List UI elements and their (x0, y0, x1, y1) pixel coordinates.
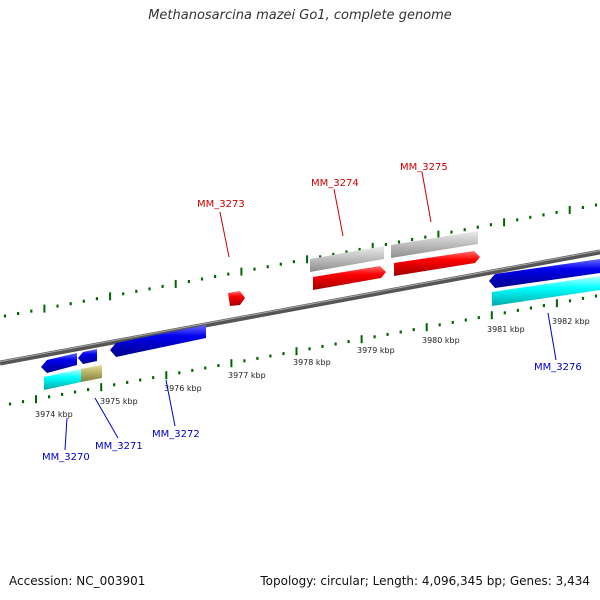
gene-mm-3270[interactable] (41, 353, 77, 373)
scale-label-3978: 3978 kbp (293, 358, 331, 367)
gene-mm-3273[interactable] (228, 291, 245, 306)
scale-label-3975: 3975 kbp (100, 397, 138, 406)
label-mm-3274[interactable]: MM_3274 (311, 178, 359, 189)
leader-mm-3274 (333, 188, 344, 237)
gene-mm-3275[interactable] (394, 251, 480, 276)
label-mm-3272[interactable]: MM_3272 (152, 429, 200, 440)
gene-mm-3274[interactable] (313, 266, 386, 290)
scale-label-3979: 3979 kbp (357, 346, 395, 355)
leader-mm-3273 (219, 211, 230, 258)
gene-mm-3271[interactable] (78, 349, 97, 364)
leader-mm-3271 (94, 397, 119, 439)
genome-summary-text: Topology: circular; Length: 4,096,345 bp… (260, 574, 590, 588)
scale-label-3981: 3981 kbp (487, 325, 525, 334)
leader-mm-3272 (165, 379, 176, 427)
leader-lines (64, 171, 557, 451)
gene-mm-3276[interactable] (489, 259, 600, 288)
gene-labels: MM_3273 MM_3274 MM_3275 MM_3270 MM_3271 … (42, 162, 582, 463)
genome-title: Methanosarcina mazei Go1, complete genom… (148, 8, 452, 23)
leader-mm-3276 (547, 312, 557, 361)
scale-labels: 3974 kbp 3975 kbp 3976 kbp 3977 kbp 3978… (35, 317, 590, 419)
accession-text: Accession: NC_003901 (9, 574, 146, 588)
scale-label-3982: 3982 kbp (552, 317, 590, 326)
label-mm-3276[interactable]: MM_3276 (534, 362, 582, 373)
genome-backbone-highlight (0, 250, 600, 363)
leader-mm-3270 (64, 417, 68, 451)
gene-mm-3275-gray[interactable] (391, 231, 478, 258)
gene-mm-3272[interactable] (110, 325, 206, 357)
gene-mm-3271-olive[interactable] (81, 365, 102, 382)
scale-label-3976: 3976 kbp (164, 384, 202, 393)
label-mm-3273[interactable]: MM_3273 (197, 199, 245, 210)
scale-label-3977: 3977 kbp (228, 371, 266, 380)
label-mm-3275[interactable]: MM_3275 (400, 162, 448, 173)
leader-mm-3275 (421, 171, 432, 223)
genome-backbone (0, 249, 600, 366)
gene-mm-3274-gray[interactable] (310, 246, 384, 272)
upper-tick-row (3, 203, 598, 318)
lower-tick-row (8, 294, 598, 406)
label-mm-3271[interactable]: MM_3271 (95, 441, 143, 452)
label-mm-3270[interactable]: MM_3270 (42, 452, 90, 463)
scale-label-3980: 3980 kbp (422, 336, 460, 345)
scale-label-3974: 3974 kbp (35, 410, 73, 419)
gene-mm-3276-cyan[interactable] (492, 276, 600, 306)
gene-mm-3270-cyan[interactable] (44, 369, 81, 390)
